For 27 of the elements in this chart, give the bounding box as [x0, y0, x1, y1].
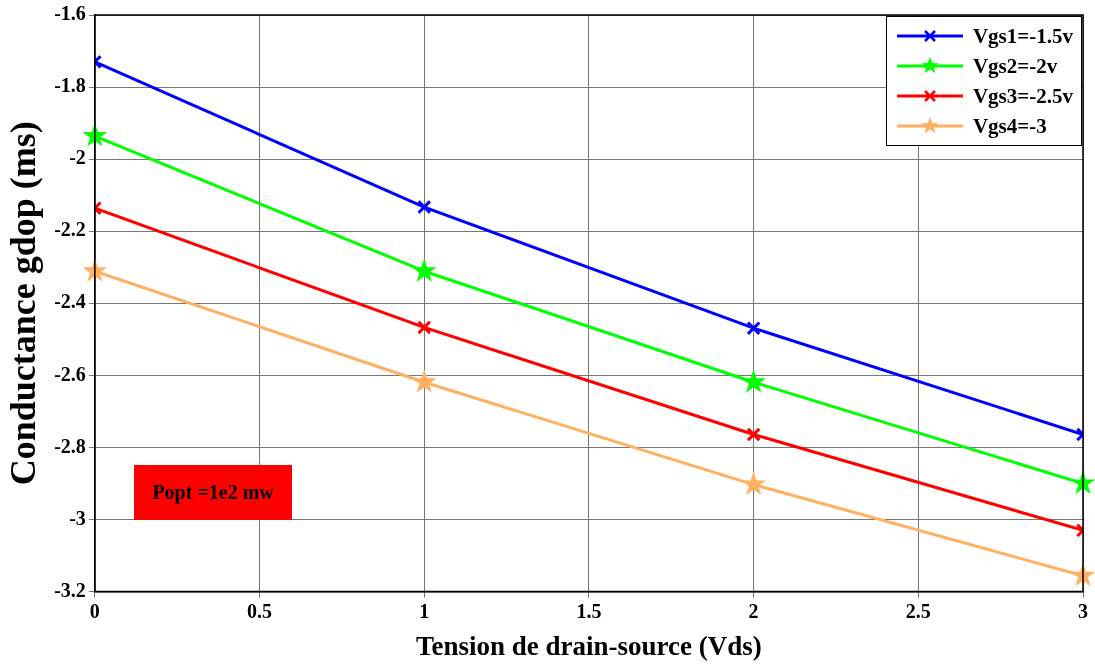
y-tick-label: -2.4: [54, 290, 86, 313]
annotation: Popt =1e2 mw: [134, 464, 292, 520]
point: [411, 369, 437, 393]
x-tick-label: 1: [419, 599, 430, 622]
legend-label: Vgs1=-1.5v: [972, 23, 1073, 49]
y-tick-label: -2.8: [54, 434, 86, 457]
point: [741, 471, 766, 496]
x-tick-label: 0.5: [247, 599, 273, 622]
legend-label: Vgs3=-2.5v: [972, 83, 1073, 109]
x-tick-label: 2.5: [905, 599, 931, 622]
y-tick-label: -2.2: [54, 218, 86, 241]
x-tick-label: 2: [748, 599, 759, 622]
x-tick-label: 3: [1078, 599, 1088, 622]
y-axis-title: Conductance gdop (ms): [2, 121, 43, 486]
point: [741, 369, 766, 393]
y-tick-label: -3: [69, 506, 86, 529]
x-tick-label: 0: [89, 599, 100, 622]
x-tick-label: 1.5: [576, 599, 602, 622]
x-axis-title: Tension de drain-source (Vds): [416, 630, 762, 661]
legend-label: Vgs2=-2v: [972, 53, 1058, 79]
y-tick-label: -1.6: [54, 2, 86, 25]
y-tick-label: -3.2: [54, 578, 86, 601]
legend-label: Vgs4=-3: [972, 113, 1047, 139]
y-tick-label: -2: [69, 146, 86, 169]
y-tick-label: -1.8: [54, 74, 86, 97]
point: [411, 258, 437, 282]
y-tick-label: -2.6: [54, 362, 86, 385]
